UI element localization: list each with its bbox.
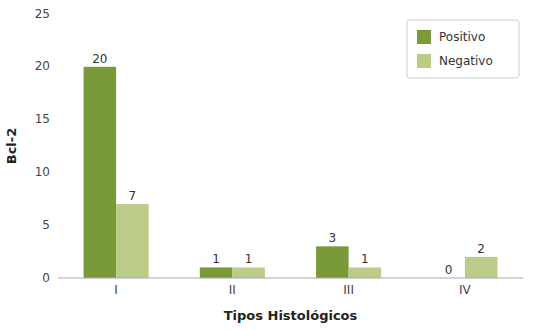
- chart-svg: 0510152025201307112IIIIIIIVTipos Histoló…: [0, 0, 537, 330]
- y-axis-title: Bcl-2: [4, 128, 19, 165]
- x-tick-label: II: [229, 283, 236, 297]
- legend-label: Negativo: [439, 54, 493, 68]
- y-tick-label: 10: [35, 165, 50, 179]
- x-tick-label: IV: [459, 283, 472, 297]
- data-label: 20: [92, 52, 107, 66]
- bar: [200, 267, 233, 278]
- bar: [465, 257, 498, 278]
- data-label: 0: [445, 263, 453, 277]
- y-axis: 0 5 10 15 20 25: [35, 7, 50, 285]
- y-tick-label: 20: [35, 59, 50, 73]
- legend: Positivo Negativo: [407, 20, 519, 78]
- data-labels: 20 1 3 0 7 1 1 2: [92, 52, 485, 277]
- x-tick-label: I: [114, 283, 118, 297]
- x-axis-title: Tipos Histológicos: [224, 308, 358, 323]
- data-label: 7: [129, 189, 137, 203]
- legend-swatch: [417, 30, 431, 44]
- legend-label: Positivo: [439, 30, 485, 44]
- bar: [84, 67, 117, 278]
- bar: [116, 204, 149, 278]
- x-tick-label: III: [343, 283, 354, 297]
- y-tick-label: 15: [35, 112, 50, 126]
- legend-frame: [407, 20, 519, 78]
- data-label: 3: [329, 231, 337, 245]
- bar: [316, 246, 349, 278]
- chart-container: 0510152025201307112IIIIIIIVTipos Histoló…: [0, 0, 537, 330]
- data-label: 1: [245, 252, 253, 266]
- y-tick-label: 5: [42, 218, 50, 232]
- y-tick-label: 25: [35, 7, 50, 21]
- bar: [232, 267, 265, 278]
- data-label: 1: [212, 252, 220, 266]
- data-label: 1: [361, 252, 369, 266]
- x-axis: IIIIIIIV: [58, 278, 523, 297]
- legend-swatch: [417, 54, 431, 68]
- x-axis-line: [58, 278, 523, 279]
- y-tick-label: 0: [42, 271, 50, 285]
- bars: [84, 67, 498, 278]
- data-label: 2: [477, 242, 485, 256]
- bar: [349, 267, 382, 278]
